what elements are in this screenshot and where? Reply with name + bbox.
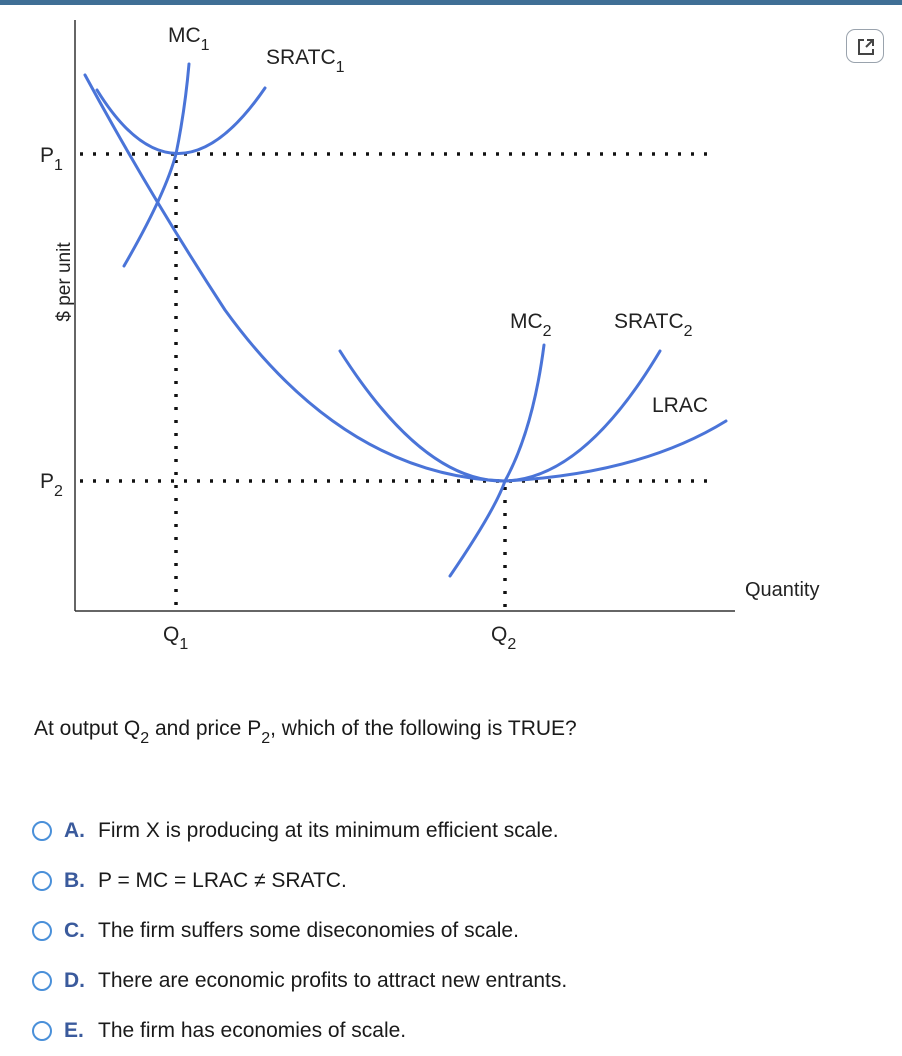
lrac-curve bbox=[83, 73, 728, 483]
y-axis-label: $ per unit bbox=[54, 242, 75, 322]
q1-label: Q1 bbox=[163, 623, 188, 653]
radio-button-a[interactable] bbox=[32, 821, 52, 841]
option-b[interactable]: B. P = MC = LRAC ≠ SRATC. bbox=[32, 856, 567, 906]
q2-label: Q2 bbox=[491, 623, 516, 653]
mc2-curve bbox=[448, 343, 546, 578]
radio-button-b[interactable] bbox=[32, 871, 52, 891]
option-d[interactable]: D. There are economic profits to attract… bbox=[32, 956, 567, 1006]
top-accent-bar bbox=[0, 0, 902, 5]
option-text: The firm suffers some diseconomies of sc… bbox=[98, 919, 519, 942]
option-letter: C. bbox=[64, 919, 85, 942]
option-a[interactable]: A. Firm X is producing at its minimum ef… bbox=[32, 806, 567, 856]
sratc2-label: SRATC2 bbox=[614, 310, 693, 340]
radio-button-e[interactable] bbox=[32, 1021, 52, 1041]
sratc1-label: SRATC1 bbox=[266, 46, 345, 76]
option-letter: A. bbox=[64, 819, 85, 842]
radio-button-c[interactable] bbox=[32, 921, 52, 941]
answer-options: A. Firm X is producing at its minimum ef… bbox=[32, 806, 567, 1056]
option-text: P = MC = LRAC ≠ SRATC. bbox=[98, 869, 347, 892]
p2-label: P2 bbox=[40, 470, 63, 500]
option-text: Firm X is producing at its minimum effic… bbox=[98, 819, 559, 842]
question-text: At output Q2 and price P2, which of the … bbox=[34, 717, 577, 747]
option-c[interactable]: C. The firm suffers some diseconomies of… bbox=[32, 906, 567, 956]
option-letter: E. bbox=[64, 1019, 84, 1042]
option-text: The firm has economies of scale. bbox=[98, 1019, 407, 1042]
external-link-icon bbox=[858, 39, 874, 55]
option-text: There are economic profits to attract ne… bbox=[98, 969, 568, 992]
sratc2-curve bbox=[338, 349, 662, 483]
mc1-label: MC1 bbox=[168, 24, 210, 54]
cost-curves-graph: $ per unit Quantity P1 P2 Q1 Q2 MC1 SRAT… bbox=[40, 20, 819, 653]
sratc1-curve bbox=[95, 86, 267, 155]
mc1-curve bbox=[122, 62, 191, 268]
option-letter: D. bbox=[64, 969, 85, 992]
radio-button-d[interactable] bbox=[32, 971, 52, 991]
option-letter: B. bbox=[64, 869, 85, 892]
popout-button[interactable] bbox=[846, 29, 884, 63]
p1-label: P1 bbox=[40, 144, 63, 174]
x-axis-label: Quantity bbox=[745, 579, 819, 601]
mc2-label: MC2 bbox=[510, 310, 552, 340]
lrac-label: LRAC bbox=[652, 394, 708, 417]
option-e[interactable]: E. The firm has economies of scale. bbox=[32, 1006, 567, 1056]
